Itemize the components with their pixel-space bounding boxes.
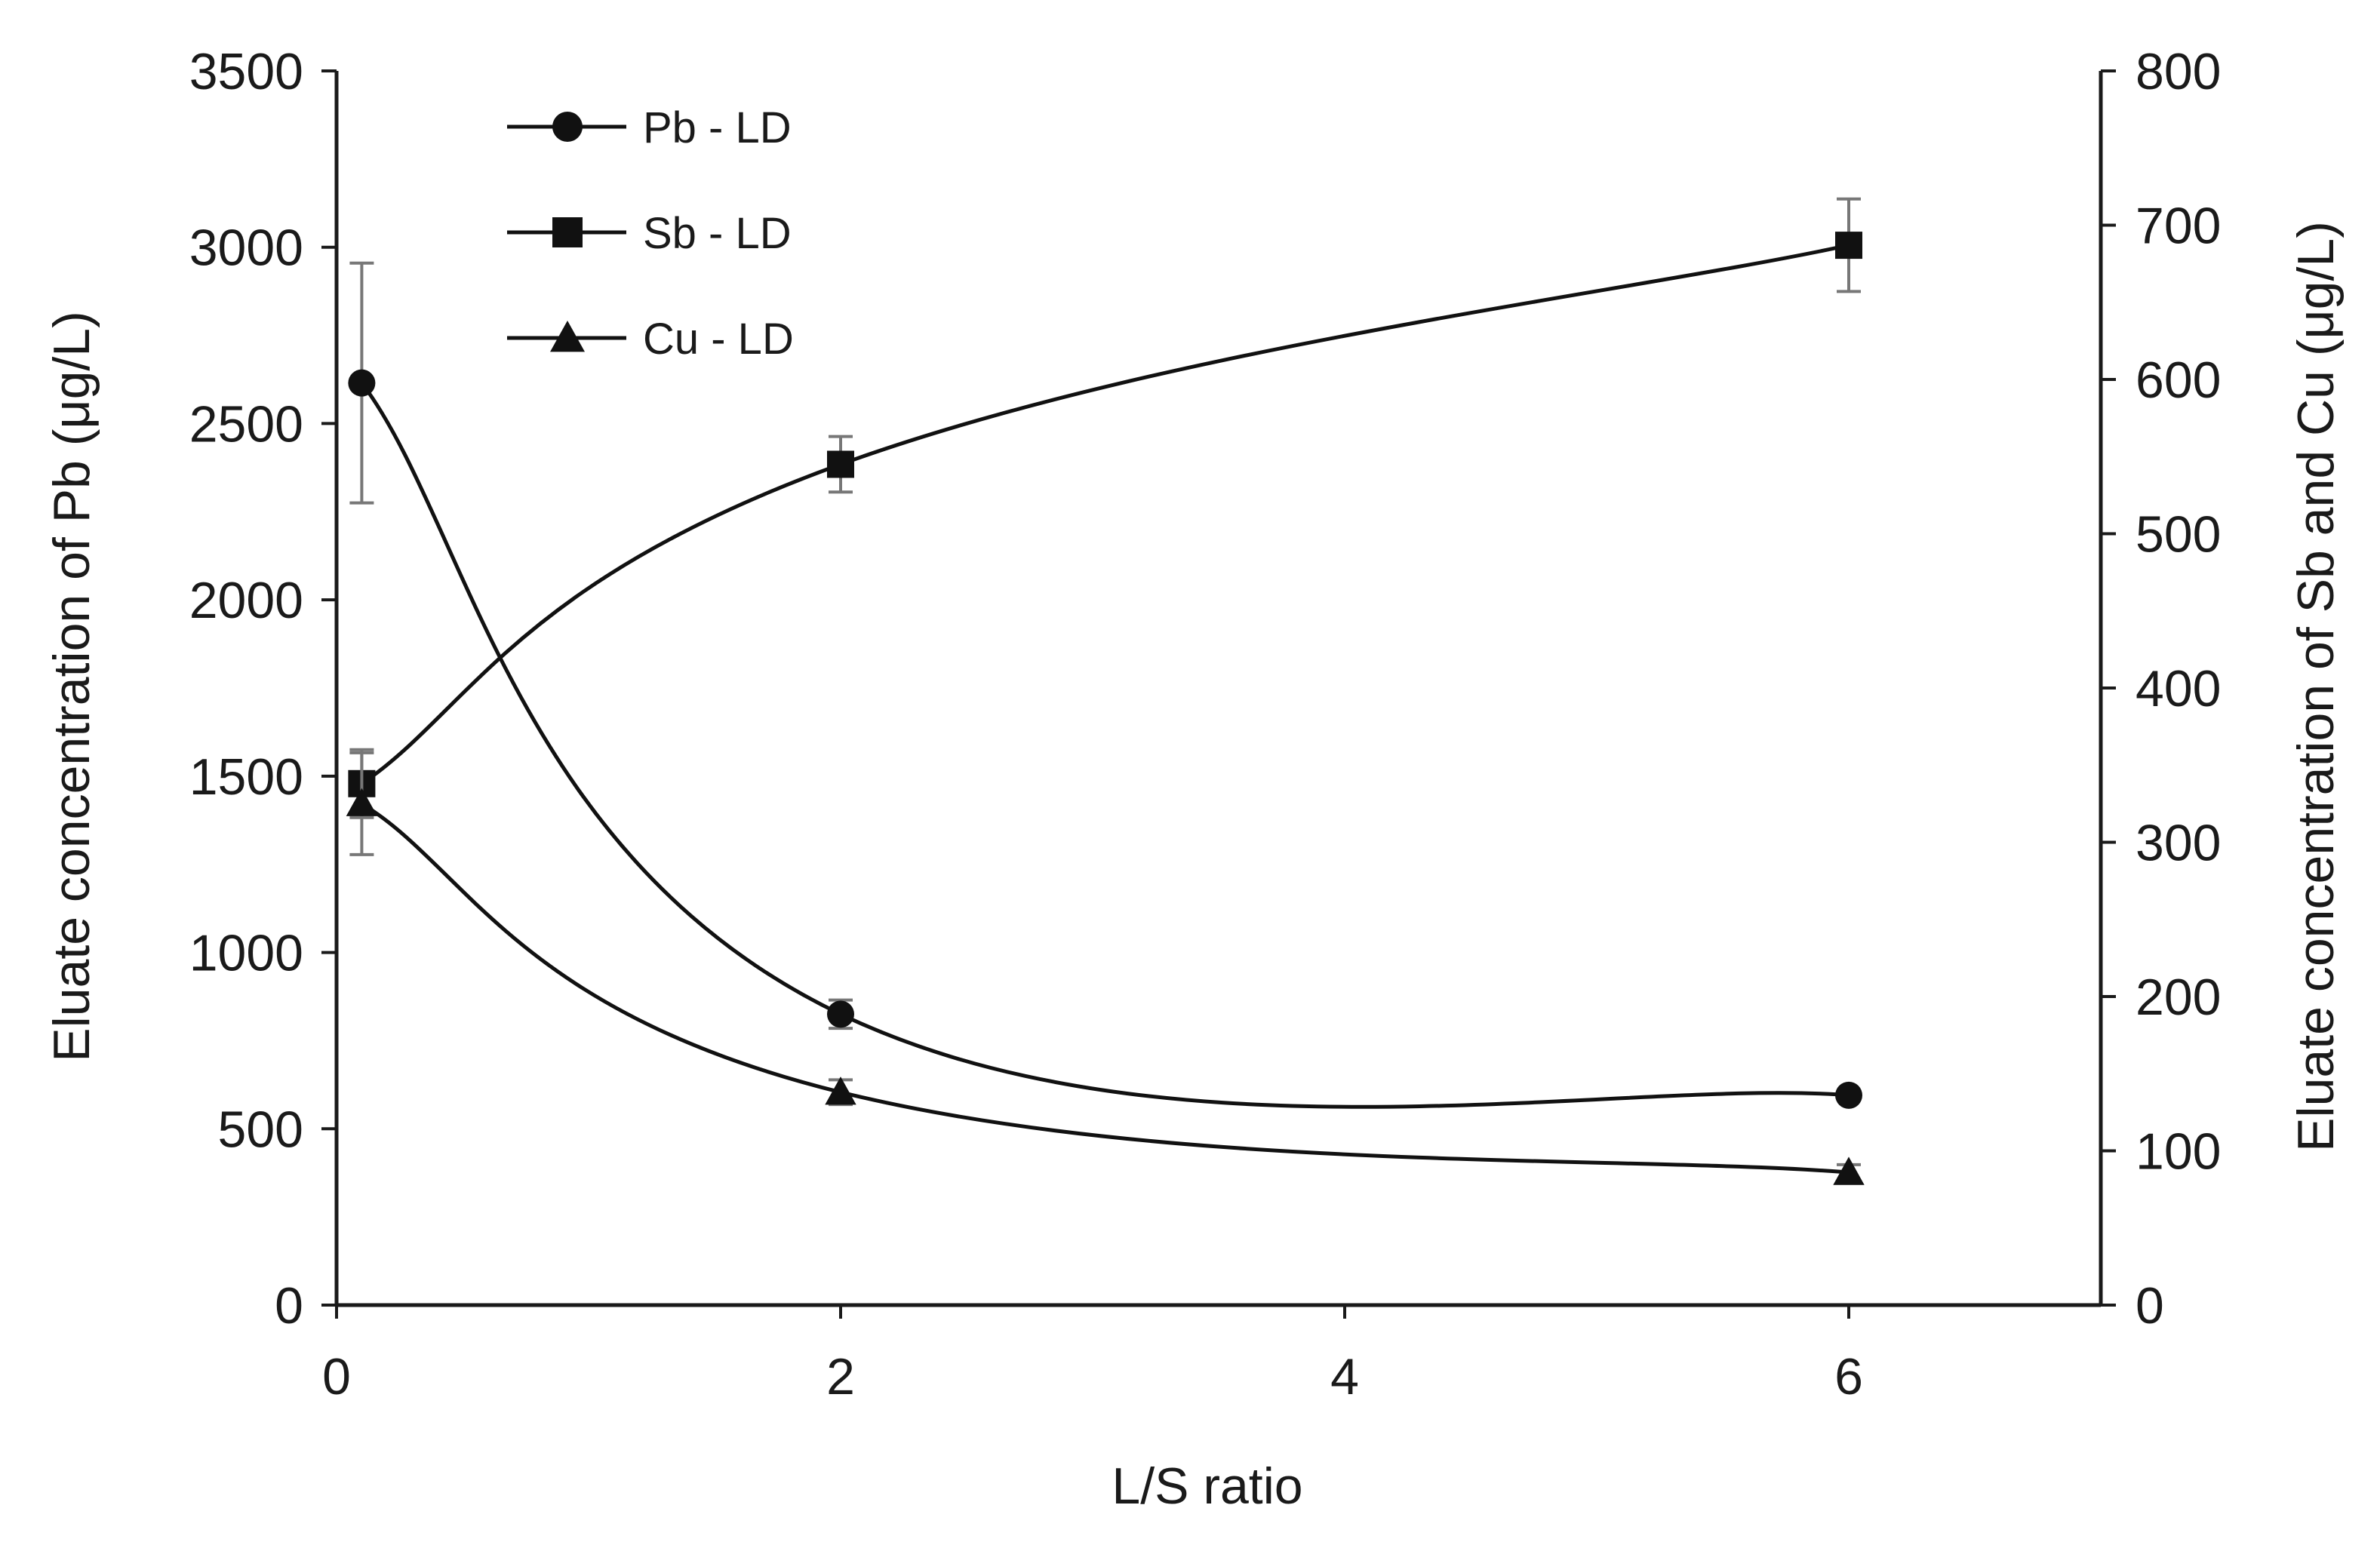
x-axis-ticks: 0 2 4 6 (322, 1305, 1863, 1405)
series-pb-point (1835, 1081, 1862, 1109)
left-y-tick-label: 1000 (189, 925, 303, 982)
legend-item-pb: Pb - LD (507, 103, 792, 152)
series-cu-line (361, 802, 1850, 1175)
right-y-tick-label: 200 (2136, 969, 2221, 1026)
legend-marker-pb (552, 112, 583, 142)
series-cu-point (346, 788, 378, 816)
legend-label-pb: Pb - LD (643, 103, 792, 152)
series-cu (346, 751, 1865, 1185)
right-y-tick-label: 700 (2136, 198, 2221, 255)
series-sb (348, 197, 1862, 819)
right-y-tick-label: 500 (2136, 506, 2221, 564)
right-y-axis-label: Eluate concentration of Sb and Cu (μg/L) (2287, 221, 2345, 1152)
legend-item-sb: Sb - LD (507, 209, 792, 258)
legend-marker-cu (550, 321, 585, 352)
right-y-tick-label: 100 (2136, 1123, 2221, 1181)
series-sb-point (1835, 232, 1862, 260)
x-tick-label: 2 (826, 1348, 855, 1405)
right-y-tick-label: 300 (2136, 815, 2221, 872)
left-y-axis-ticks: 0 500 1000 1500 2000 2500 3000 3500 (189, 43, 337, 1335)
series-cu-point (825, 1077, 856, 1105)
series-pb-line (360, 382, 1850, 1109)
series-pb (348, 261, 1862, 1109)
right-y-tick-label: 400 (2136, 660, 2221, 717)
x-tick-label: 4 (1330, 1348, 1359, 1405)
legend-label-cu: Cu - LD (643, 315, 794, 364)
legend-item-cu: Cu - LD (507, 315, 794, 364)
left-y-tick-label: 0 (275, 1277, 303, 1335)
x-tick-label: 0 (322, 1348, 351, 1405)
legend-marker-sb (552, 217, 583, 247)
left-y-tick-label: 3000 (189, 220, 303, 277)
left-y-axis-label: Eluate concentration of Pb (μg/L) (43, 311, 100, 1062)
right-y-tick-label: 0 (2136, 1277, 2164, 1335)
x-tick-label: 6 (1834, 1348, 1863, 1405)
right-y-axis-ticks: 0 100 200 300 400 500 600 700 800 (2101, 43, 2221, 1335)
left-y-tick-label: 2500 (189, 395, 303, 453)
legend: Pb - LD Sb - LD Cu - LD (507, 103, 794, 364)
right-y-tick-label: 600 (2136, 352, 2221, 409)
left-y-tick-label: 2000 (189, 572, 303, 629)
series-cu-point (1833, 1156, 1865, 1185)
series-sb-line (361, 243, 1850, 785)
left-y-tick-label: 500 (218, 1101, 303, 1158)
left-y-tick-label: 3500 (189, 43, 303, 100)
series-pb-point (827, 1000, 854, 1028)
right-y-tick-label: 800 (2136, 43, 2221, 100)
x-axis-label: L/S ratio (1112, 1457, 1302, 1515)
series-layer (346, 197, 1865, 1185)
series-sb-point (827, 450, 854, 478)
left-y-tick-label: 1500 (189, 748, 303, 806)
legend-label-sb: Sb - LD (643, 209, 792, 258)
series-pb-point (348, 369, 376, 397)
